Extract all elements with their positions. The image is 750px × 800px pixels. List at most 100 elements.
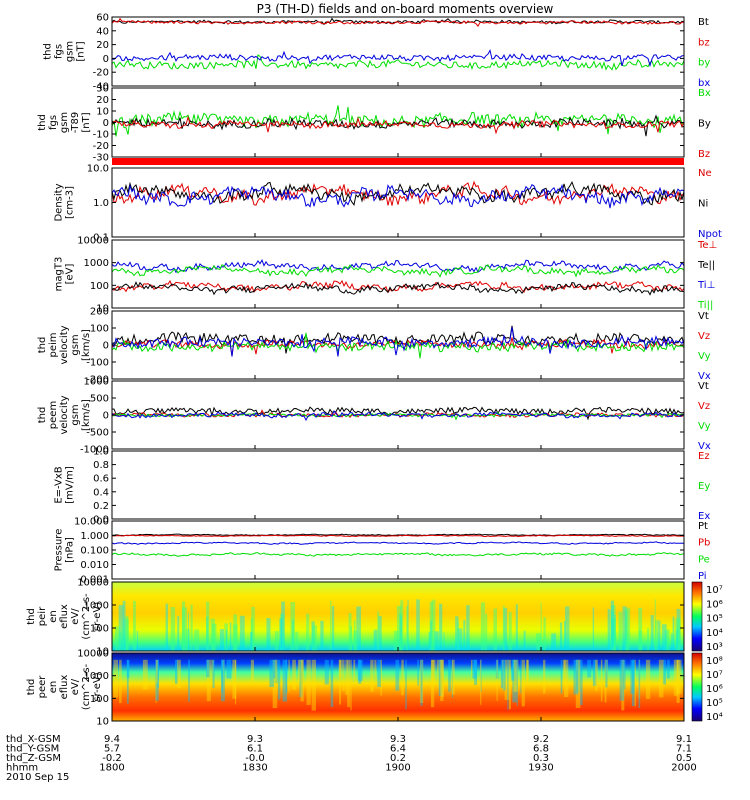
time-row-value: 0.5 [676,753,692,764]
spectrogram-streak [638,659,640,699]
legend-ex: Ex [698,511,710,522]
y-tick-label: 10 [96,647,109,658]
spectrogram-streak [431,659,436,684]
spectrogram-streak [165,603,168,651]
spectrogram-streak [613,633,617,651]
spectrogram-streak [595,659,598,691]
spectrogram-streak [400,600,404,651]
spectrogram-streak [520,659,522,694]
legend-pe: Pe [698,554,710,565]
spectrogram-streak [463,620,466,651]
spectrogram-streak [235,659,237,705]
spectrogram-streak [126,659,130,678]
y-axis-label-line: thd [37,337,48,354]
spectrogram-streak [239,615,245,651]
legend-te||: Te|| [697,260,715,271]
spectrogram-streak [156,659,158,684]
spectrogram-streak [664,629,668,651]
y-axis-label-line: fgs [54,44,65,59]
colorbar-scale [691,581,703,652]
y-axis-label-line: eV/ [70,608,81,625]
spectrogram-streak [274,659,278,684]
spectrogram-streak [621,659,625,711]
spectrogram-streak [502,659,504,691]
spectrogram-streak [448,659,451,692]
y-tick-label: 40 [96,26,109,37]
series-pi-line [111,541,685,545]
spectrogram-streak [121,626,124,651]
spectrogram-streak [174,659,178,684]
spectrogram-streak [420,659,423,706]
spectrogram-streak [673,659,679,696]
spectrogram-streak [221,659,225,702]
spectrogram-streak [495,659,499,679]
spectrogram-streak [300,659,304,686]
series-ne-line [111,180,685,206]
y-axis-label-line: eflux [59,604,70,629]
y-tick-label: 0 [103,118,109,129]
red-separator-bar [112,158,684,165]
y-axis-label-line: Pressure [54,529,65,572]
spectrogram-streak [638,630,642,651]
spectrogram-streak [350,626,353,651]
spectrogram-streak [438,659,443,697]
time-row-value: -0.2 [102,753,122,764]
time-row-value: 5.7 [104,744,120,755]
y-axis-label: thdfgsgsm-T89[nT] [37,112,92,134]
spectrogram-streak [443,632,445,651]
series-vz-line [111,337,685,356]
spectrogram-streak [353,630,358,651]
series-ti⊥-line [111,259,685,274]
colorbar-tick-label: 10⁸ [706,656,723,667]
spectrogram-streak [625,607,631,651]
spectrogram-streak [521,659,525,707]
y-tick-label: 100 [90,281,109,292]
y-axis-label: Pressure[nPa] [54,529,76,572]
y-tick-label: 20 [96,95,109,106]
y-axis-label-line: thd [37,407,48,424]
spectrogram-streak [272,659,278,709]
spectrogram-streak [212,623,217,651]
legend: Bt bz by bx [698,17,710,89]
y-tick-label: 0.010 [80,560,109,571]
spectrogram-streak [436,659,442,682]
spectrogram-streak [221,659,224,693]
spectrogram-streak [206,601,210,651]
y-tick-label: 10000 [77,578,109,589]
series-bz-line [111,17,685,27]
series-vx-line [111,410,685,422]
spectrogram-streak [250,659,255,682]
legend-vy: Vy [698,421,711,432]
legend-bt: Bt [698,17,709,28]
spectrogram-streak [250,631,253,651]
spectrogram-streak [592,659,597,686]
y-tick-label: -20 [93,141,109,152]
spectrogram-streak [280,613,285,651]
panel-frame [111,239,685,309]
spectrogram-streak [311,659,317,711]
y-tick-label: -500 [86,428,109,439]
y-tick-label: -30 [93,153,109,164]
spectrogram-streak [613,617,616,651]
spectrogram-streak [297,659,301,682]
colorbar: 10⁸ 10⁷ 10⁶ 10⁵ 10⁴ [691,652,723,723]
y-tick-label: -20 [93,68,109,79]
spectrogram-streak [320,620,324,651]
y-tick-label: 1.0 [93,198,109,209]
spectrogram-streak [428,631,431,651]
y-axis-label-line: peim [48,332,59,357]
legend-ne: Ne [698,168,712,179]
spectrogram-streak [291,619,294,651]
panel-1: Bt bz by bx 60 40 20 0 -20 -40 thdfgsgsm[nT] [43,13,711,93]
spectrogram-streak [638,607,643,651]
spectrogram-streak [232,659,237,699]
spectrogram-streak [677,617,681,651]
spectrogram-streak [170,607,175,651]
spectrogram-streak [630,659,635,694]
y-axis-label: thdfgsgsm[nT] [43,41,87,62]
spectrogram-streak [406,605,409,651]
spectrogram-streak [119,659,122,704]
spectrogram-streak [181,601,186,651]
spectrogram-streak [292,659,296,690]
y-tick-label: 0.0 [93,515,109,526]
